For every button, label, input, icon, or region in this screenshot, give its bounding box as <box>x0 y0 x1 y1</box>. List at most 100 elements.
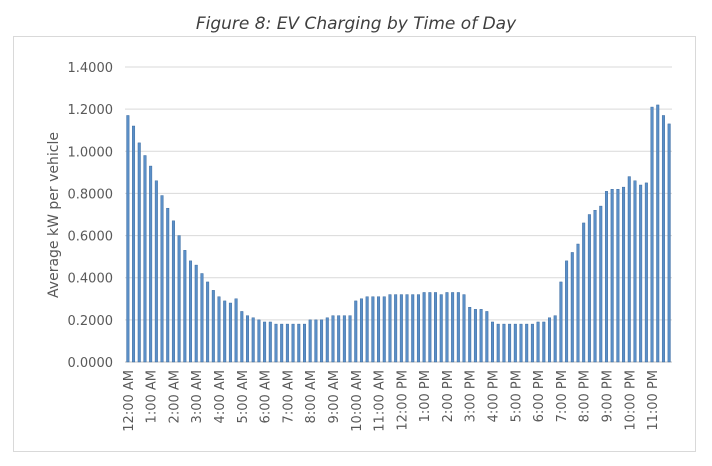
x-tick-label: 7:00 PM <box>555 370 570 422</box>
bar <box>650 106 654 363</box>
bar <box>548 317 551 363</box>
bar <box>542 321 546 363</box>
y-tick-label: 0.4000 <box>68 272 114 287</box>
bar <box>160 195 164 363</box>
bar <box>485 311 489 363</box>
bar <box>274 323 278 363</box>
bar <box>177 235 181 363</box>
x-tick-label: 8:00 PM <box>578 370 593 422</box>
bar <box>126 115 130 363</box>
bar <box>622 186 626 363</box>
x-tick-label: 4:00 AM <box>213 370 228 423</box>
bar <box>211 290 215 363</box>
y-tick-label: 0.0000 <box>68 356 114 371</box>
bar <box>519 323 523 363</box>
bar <box>644 182 648 363</box>
x-tick-label: 6:00 PM <box>532 370 547 422</box>
bar <box>451 292 455 363</box>
bar <box>382 296 386 363</box>
x-tick-label: 1:00 PM <box>418 370 433 422</box>
bar <box>599 205 603 363</box>
bar <box>183 250 187 363</box>
chart-border <box>13 36 696 452</box>
bar <box>530 323 534 363</box>
x-tick-label: 4:00 PM <box>487 370 502 422</box>
bar <box>456 292 460 363</box>
chart-title: Figure 8: EV Charging by Time of Day <box>195 14 517 34</box>
x-tick-label: 5:00 AM <box>236 370 251 423</box>
bar <box>132 125 136 363</box>
bar <box>405 294 409 363</box>
bar <box>166 207 170 363</box>
bar <box>587 214 591 363</box>
bar <box>565 260 569 363</box>
x-tick-label: 9:00 PM <box>600 370 615 422</box>
x-tick-label: 8:00 AM <box>304 370 319 423</box>
y-tick-layer: 0.0000 0.2000 0.4000 0.6000 0.8000 1.0000 1.20… <box>68 61 114 371</box>
bar <box>661 115 665 363</box>
y-tick-label: 0.2000 <box>68 314 114 329</box>
bar <box>228 302 232 363</box>
y-tick-label: 0.8000 <box>68 187 114 202</box>
x-tick-label: 5:00 PM <box>509 370 524 422</box>
bar <box>610 189 614 363</box>
x-tick-layer: 12:00 AM 1:00 AM 2:00 AM 3:00 AM 4:00 AM 5:00… <box>122 370 661 432</box>
x-tick-label: 12:00 PM <box>395 370 410 431</box>
bar <box>553 315 557 363</box>
bar <box>513 323 517 363</box>
bar <box>217 296 221 363</box>
bar <box>331 315 335 363</box>
bar <box>491 321 494 363</box>
bar <box>570 252 574 363</box>
bar <box>656 104 660 363</box>
y-tick-label: 1.4000 <box>68 61 114 76</box>
bar <box>468 307 472 363</box>
y-tick-label: 1.0000 <box>68 145 114 160</box>
bar <box>399 294 403 363</box>
bar <box>576 243 580 363</box>
bar <box>496 323 500 363</box>
x-tick-label: 11:00 PM <box>646 370 661 431</box>
bar <box>234 298 238 363</box>
bar <box>342 315 346 363</box>
bar <box>365 296 369 363</box>
bar <box>434 292 438 363</box>
bar <box>194 264 198 363</box>
bar <box>416 294 420 363</box>
bar <box>633 180 637 363</box>
bar <box>473 309 477 363</box>
x-tick-label: 10:00 AM <box>350 370 365 432</box>
y-tick-label: 0.6000 <box>68 230 114 245</box>
bar <box>171 220 175 363</box>
bar <box>445 292 449 363</box>
bar <box>206 281 210 363</box>
bar <box>377 296 381 363</box>
bar <box>246 315 249 363</box>
bar <box>189 260 193 363</box>
bar <box>411 294 415 363</box>
bar <box>263 321 267 363</box>
bar <box>314 319 318 363</box>
x-tick-label: 6:00 AM <box>259 370 274 423</box>
bar <box>240 311 244 363</box>
bar <box>525 323 529 363</box>
bar <box>337 315 341 363</box>
bar <box>280 323 284 363</box>
bar <box>508 323 512 363</box>
x-tick-label: 2:00 PM <box>441 370 456 422</box>
bar <box>616 189 620 363</box>
y-tick-label: 1.2000 <box>68 103 114 118</box>
bar <box>320 319 324 363</box>
bar <box>268 321 272 363</box>
bar <box>137 142 141 363</box>
bar <box>348 315 352 363</box>
bar <box>428 292 432 363</box>
bar <box>593 210 597 363</box>
grid-layer <box>125 66 672 363</box>
x-tick-label: 7:00 AM <box>281 370 296 423</box>
bar <box>291 323 295 363</box>
bar <box>297 323 301 363</box>
y-axis-label: Average kW per vehicle <box>46 132 62 298</box>
